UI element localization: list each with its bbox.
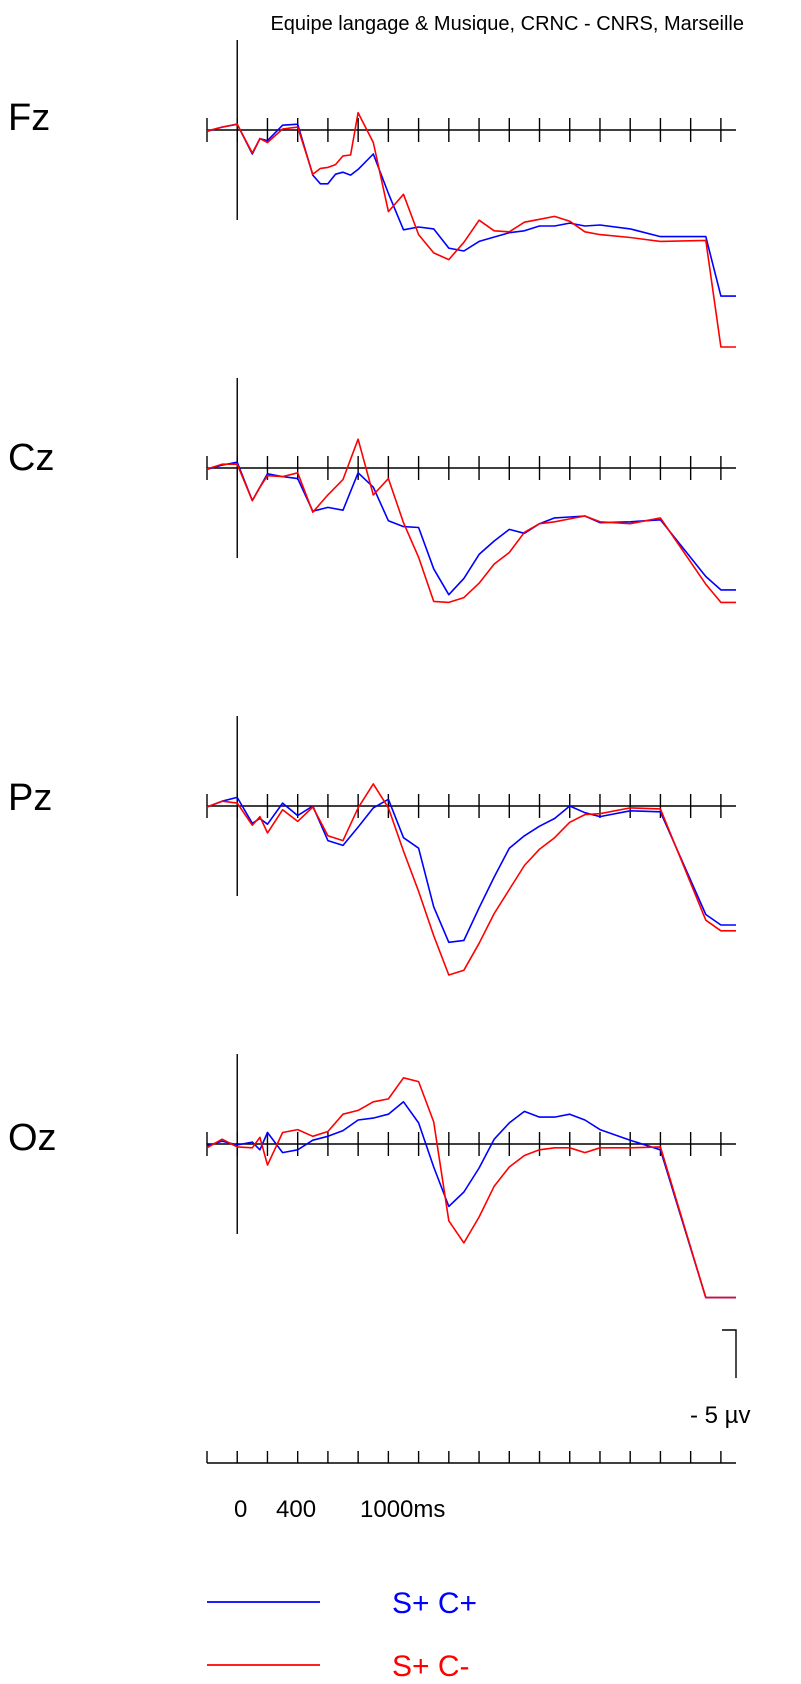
- legend-label-s-plus-c-plus: S+ C+: [392, 1587, 477, 1620]
- time-axis: 0 400 1000ms: [206, 1451, 736, 1523]
- credit-text: Equipe langage & Musique, CRNC - CNRS, M…: [270, 13, 744, 35]
- trace-oz-blue: [206, 1101, 736, 1299]
- trace-fz-red: [206, 111, 736, 348]
- axes-fz: [206, 40, 736, 220]
- traces-oz: [206, 1077, 736, 1299]
- axes-pz: [206, 716, 736, 896]
- time-axis-ticks: [206, 1451, 722, 1463]
- trace-pz-blue: [206, 796, 736, 944]
- trace-oz-red: [206, 1077, 736, 1299]
- traces-fz: [206, 111, 736, 348]
- axes-oz: [206, 1054, 736, 1234]
- scale-bar-line: [722, 1329, 737, 1378]
- time-tick-label-1000: 1000ms: [360, 1496, 445, 1523]
- scale-bar: - 5 µv: [690, 1329, 751, 1429]
- electrode-label-fz: Fz: [8, 97, 50, 139]
- panel-oz: Oz: [8, 1054, 736, 1299]
- legend: S+ C+ S+ C-: [207, 1587, 477, 1683]
- trace-cz-blue: [206, 461, 736, 596]
- panel-fz: Fz: [8, 40, 736, 348]
- electrode-label-cz: Cz: [8, 437, 54, 479]
- electrode-label-oz: Oz: [8, 1117, 57, 1159]
- time-tick-label-400: 400: [276, 1496, 316, 1523]
- panel-pz: Pz: [8, 716, 736, 976]
- panel-cz: Cz: [8, 378, 736, 604]
- traces-pz: [206, 783, 736, 976]
- electrode-label-pz: Pz: [8, 777, 52, 819]
- trace-pz-red: [206, 783, 736, 976]
- time-tick-label-0: 0: [234, 1496, 247, 1523]
- legend-label-s-plus-c-minus: S+ C-: [392, 1650, 470, 1683]
- traces-cz: [206, 438, 736, 604]
- trace-fz-blue: [206, 123, 736, 297]
- trace-cz-red: [206, 438, 736, 604]
- scale-bar-label: - 5 µv: [690, 1402, 751, 1429]
- axes-cz: [206, 378, 736, 558]
